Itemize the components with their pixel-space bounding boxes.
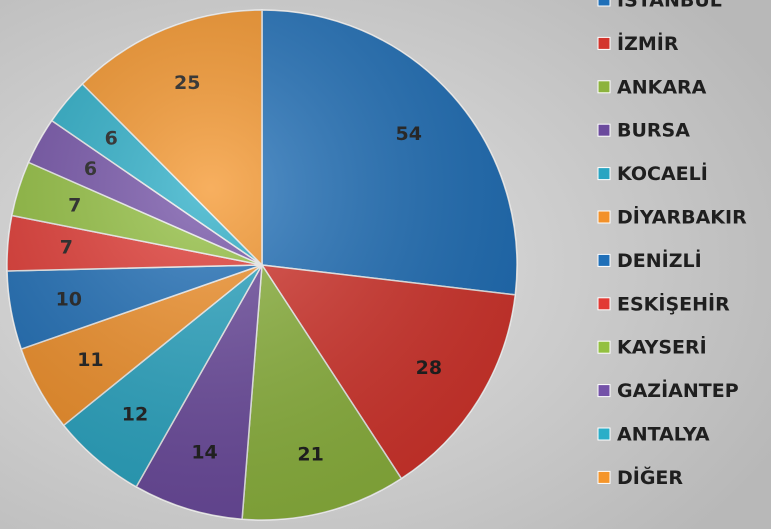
data-label: 28 [416,357,442,379]
legend-swatch [597,0,611,7]
legend-swatch [597,340,611,354]
data-label: 54 [396,123,422,145]
data-label: 10 [56,289,82,311]
legend-label: ANKARA [617,76,707,98]
legend-label: İSTANBUL [617,0,722,12]
legend-swatch [597,80,611,94]
data-label: 7 [68,195,81,217]
legend-swatch [597,384,611,398]
data-label: 6 [84,158,97,180]
data-label: 7 [60,237,73,259]
data-label: 25 [174,72,200,94]
data-label: 6 [105,128,118,150]
legend-label: DİĞER [617,465,683,489]
legend-label: DENİZLİ [617,248,702,272]
data-label: 11 [77,349,103,371]
legend-swatch [597,427,611,441]
legend-label: ANTALYA [617,424,710,446]
legend-swatch [597,123,611,137]
legend-swatch [597,36,611,50]
legend-label: DİYARBAKIR [617,205,747,229]
legend-swatch [597,297,611,311]
legend-label: ESKİŞEHİR [617,291,730,315]
data-label: 14 [191,441,217,463]
legend-label: GAZİANTEP [617,378,739,402]
legend-swatch [597,253,611,267]
data-label: 12 [122,403,148,425]
data-label: 21 [297,444,323,466]
legend-swatch [597,210,611,224]
legend-label: İZMİR [617,31,679,55]
legend-swatch [597,470,611,484]
legend-label: BURSA [617,120,690,142]
legend-label: KOCAELİ [617,161,708,185]
legend-swatch [597,167,611,181]
legend-label: KAYSERİ [617,335,707,359]
